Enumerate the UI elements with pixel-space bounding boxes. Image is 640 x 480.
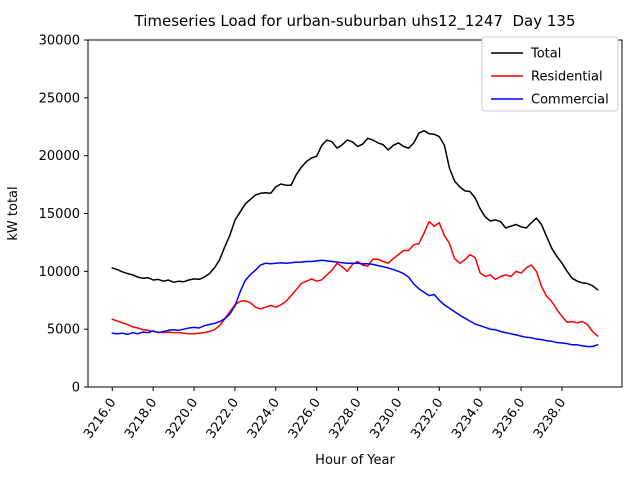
x-tick-label: 3226.0: [286, 396, 324, 442]
y-tick-label: 15000: [39, 207, 80, 222]
plot-series: [111, 130, 599, 348]
legend-box: [481, 36, 619, 112]
x-tick-label: 3228.0: [326, 396, 364, 442]
x-tick-label: 3238.0: [531, 396, 569, 442]
chart-title: Timeseries Load for urban-suburban uhs12…: [134, 12, 576, 31]
y-tick-label: 0: [72, 381, 80, 396]
series-total-line: [111, 130, 599, 291]
x-tick-label: 3220.0: [163, 396, 201, 442]
x-tick-label: 3230.0: [367, 396, 405, 442]
x-tick-label: 3232.0: [408, 396, 446, 442]
x-tick-label: 3236.0: [490, 396, 528, 442]
x-tick-label: 3218.0: [122, 396, 160, 442]
x-tick-label: 3234.0: [449, 396, 487, 442]
y-tick-label: 5000: [47, 323, 80, 338]
y-axis-label: kW total: [6, 186, 21, 240]
x-tick-label: 3216.0: [81, 396, 119, 442]
legend-label-residential: Residential: [531, 70, 603, 85]
y-tick-label: 25000: [39, 91, 80, 106]
y-tick-label: 30000: [39, 34, 80, 49]
x-axis: 3216.0 3218.0 3220.0 3222.0 3224.0 3226.0 3228…: [81, 387, 569, 442]
y-tick-label: 10000: [39, 265, 80, 280]
legend-label-commercial: Commercial: [531, 93, 609, 108]
legend-label-total: Total: [530, 47, 561, 62]
y-axis: 0 5000 10000 15000 20000 25000 30000: [39, 34, 88, 396]
x-tick-label: 3222.0: [204, 396, 242, 442]
x-axis-label: Hour of Year: [315, 453, 395, 468]
y-tick-label: 20000: [39, 149, 80, 164]
series-commercial-line: [111, 259, 599, 348]
series-residential-line: [111, 220, 599, 337]
legend: Total Residential Commercial: [481, 36, 619, 112]
x-tick-label: 3224.0: [245, 396, 283, 442]
